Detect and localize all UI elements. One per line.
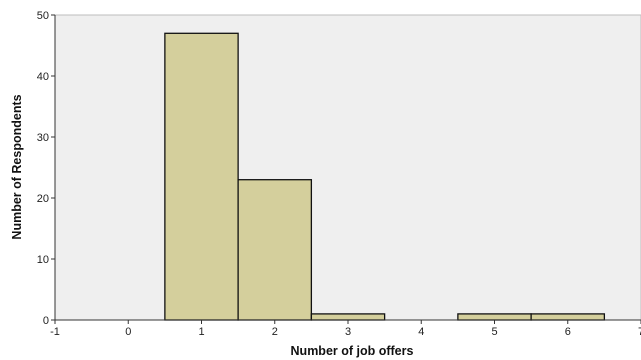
y-axis-title: Number of Respondents (10, 94, 24, 239)
x-tick-label: 2 (272, 326, 278, 338)
x-axis-title: Number of job offers (291, 344, 414, 358)
bar-5 (457, 313, 532, 321)
x-tick-label: 3 (345, 326, 351, 338)
x-tick-label: 6 (565, 326, 571, 338)
x-tick-label: 5 (491, 326, 497, 338)
y-tick-label: 40 (37, 71, 49, 83)
y-tick-label: 30 (37, 132, 49, 144)
bars-group (164, 32, 606, 321)
x-tick-label: 0 (125, 326, 131, 338)
x-axis-ticks: -1 0 1 2 3 4 5 6 7 (50, 320, 641, 338)
x-tick-label: 4 (418, 326, 424, 338)
bar-1 (164, 32, 239, 321)
y-tick-label: 50 (37, 10, 49, 22)
x-tick-label: 1 (198, 326, 204, 338)
plot-area (54, 14, 641, 321)
y-tick-label: 0 (43, 315, 49, 327)
y-axis-ticks: 0 10 20 30 40 50 (37, 10, 55, 327)
x-tick-label: -1 (50, 326, 60, 338)
x-tick-label: 7 (638, 326, 641, 338)
bar-2 (237, 179, 313, 321)
bar-3 (310, 313, 386, 321)
y-tick-label: 20 (37, 193, 49, 205)
bar-6 (530, 313, 606, 321)
y-tick-label: 10 (37, 254, 49, 266)
